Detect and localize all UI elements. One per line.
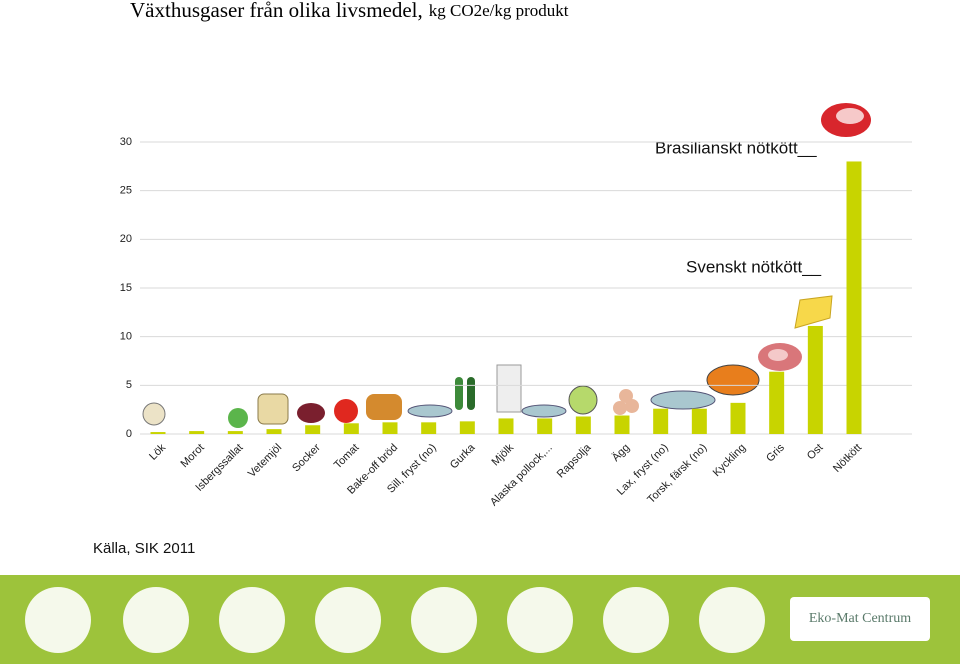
x-tick-label: Socker bbox=[290, 441, 323, 474]
ham-icon bbox=[758, 343, 802, 371]
x-tick-label: Vetemjöl bbox=[246, 442, 284, 480]
bar bbox=[730, 402, 746, 434]
bar bbox=[266, 429, 282, 434]
bar bbox=[421, 422, 437, 434]
y-tick-label: 15 bbox=[120, 282, 132, 294]
y-tick-label: 25 bbox=[120, 185, 132, 197]
x-tick-label: Mjölk bbox=[490, 441, 517, 468]
chart-title: Växthusgaser från olika livsmedel, bbox=[130, 0, 423, 22]
y-tick-label: 20 bbox=[120, 233, 132, 245]
x-tick-label: Tomat bbox=[332, 442, 362, 472]
bar bbox=[343, 423, 359, 434]
milk-icon bbox=[496, 364, 522, 413]
bar bbox=[459, 421, 475, 434]
bar bbox=[614, 415, 630, 434]
chart-subtitle: kg CO2e/kg produkt bbox=[429, 1, 569, 20]
y-tick-label: 0 bbox=[126, 428, 132, 440]
bar bbox=[498, 418, 514, 434]
x-tick-label: Nötkött bbox=[831, 442, 864, 475]
x-tick-label: Ägg bbox=[610, 442, 632, 464]
footer: Eko-Mat Centrum bbox=[0, 575, 960, 664]
bar bbox=[653, 408, 669, 434]
annotation: Svenskt nötkött__ bbox=[686, 257, 822, 276]
cheese-icon bbox=[794, 295, 833, 329]
bar bbox=[382, 422, 398, 434]
y-tick-label: 30 bbox=[120, 136, 132, 148]
bar bbox=[691, 408, 707, 434]
source: Källa, SIK 2011 bbox=[93, 540, 195, 557]
bar bbox=[189, 431, 205, 434]
cucumber-icon bbox=[455, 377, 475, 410]
bar bbox=[575, 416, 591, 434]
x-tick-label: Rapsolja bbox=[555, 441, 594, 480]
x-tick-label: Kyckling bbox=[711, 442, 748, 479]
bar bbox=[150, 432, 166, 434]
annotation: Brasilianskt nötkött__ bbox=[655, 138, 817, 157]
title-line: Växthusgaser från olika livsmedel, kg CO2… bbox=[130, 0, 569, 22]
bar bbox=[227, 431, 243, 434]
bar bbox=[769, 371, 785, 434]
y-tick-label: 5 bbox=[126, 379, 132, 391]
bar bbox=[846, 161, 862, 434]
steak-icon bbox=[821, 103, 871, 137]
y-tick-label: 10 bbox=[120, 331, 132, 343]
chicken-icon bbox=[706, 364, 760, 396]
logo: Eko-Mat Centrum bbox=[809, 611, 911, 626]
x-tick-label: Lök bbox=[147, 441, 168, 462]
x-tick-label: Ost bbox=[805, 442, 826, 463]
fish-icon bbox=[407, 390, 716, 418]
bar bbox=[305, 425, 321, 434]
bar bbox=[537, 418, 553, 434]
x-tick-label: Gurka bbox=[448, 441, 478, 471]
logo-box bbox=[790, 597, 930, 641]
x-tick-label: Gris bbox=[764, 441, 787, 464]
x-tick-label: Morot bbox=[178, 442, 206, 470]
bar bbox=[807, 325, 823, 434]
food-icons bbox=[142, 385, 639, 428]
